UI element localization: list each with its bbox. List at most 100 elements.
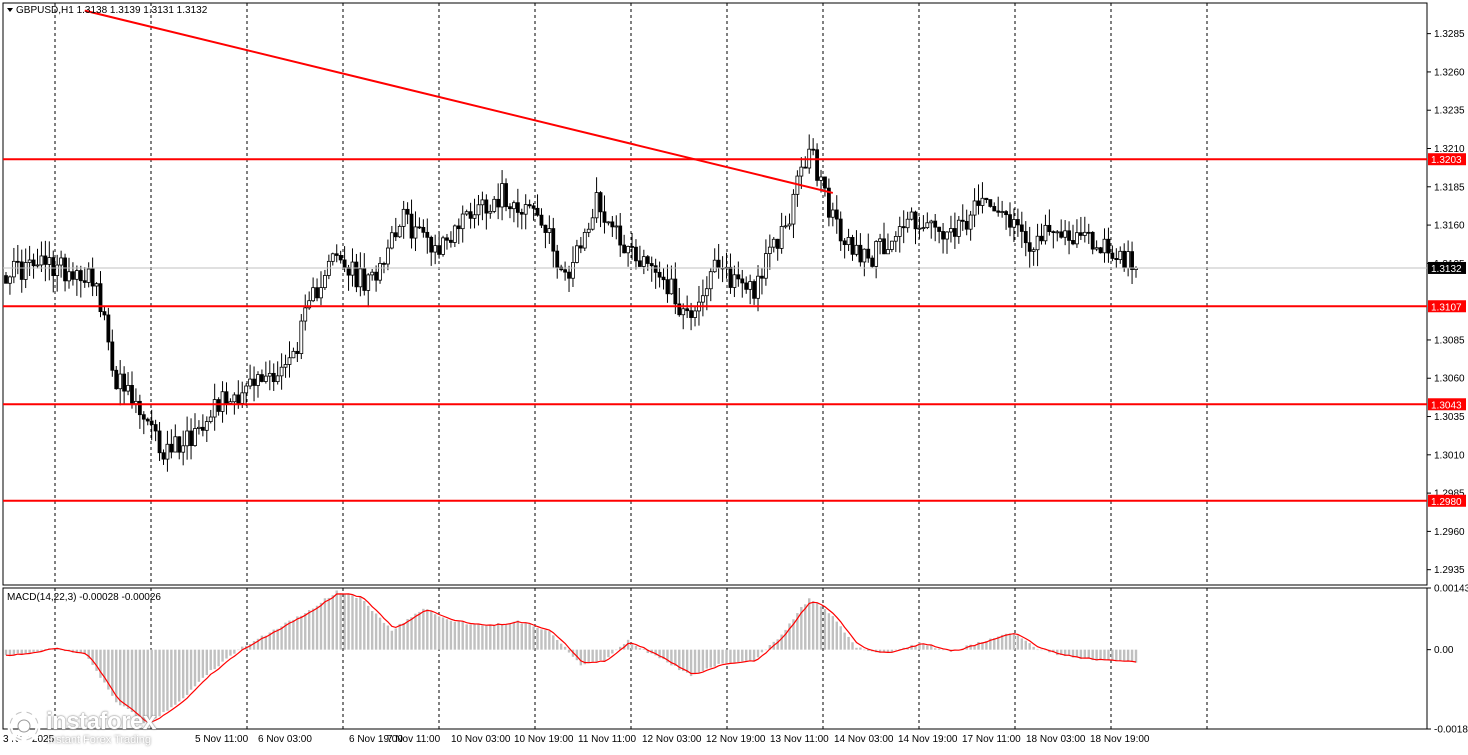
candle — [189, 418, 193, 460]
macd-bar — [973, 645, 976, 650]
macd-bar — [705, 649, 709, 669]
candle-body — [838, 218, 843, 242]
candle — [464, 209, 469, 216]
macd-bar — [288, 620, 291, 650]
time-axis-label: 7 Nov 11:00 — [387, 734, 441, 745]
candle-body — [1000, 211, 1005, 213]
macd-bar — [319, 602, 323, 650]
candle — [897, 216, 902, 253]
candle-body — [291, 350, 296, 359]
candle — [1071, 224, 1075, 246]
candle — [200, 414, 205, 437]
candle-body — [960, 219, 965, 222]
candle-body — [279, 366, 284, 377]
candle — [409, 199, 414, 249]
candle — [606, 221, 611, 226]
candle-body — [539, 214, 544, 226]
macd-bar — [670, 649, 673, 666]
macd-bar — [311, 608, 315, 650]
candle — [917, 216, 922, 239]
candle-body — [523, 204, 528, 215]
candle-body — [763, 253, 768, 279]
macd-bar — [386, 625, 390, 650]
macd-bar — [776, 639, 779, 650]
macd-bar — [697, 649, 701, 674]
candle — [925, 212, 930, 230]
candle — [945, 231, 949, 254]
candle — [960, 204, 965, 231]
macd-bar — [607, 649, 610, 658]
candle-body — [197, 426, 201, 429]
macd-bar — [1012, 633, 1016, 650]
candle-body — [582, 231, 587, 249]
candle-body — [173, 436, 178, 453]
candle — [964, 209, 969, 236]
candle-body — [94, 283, 99, 287]
candle — [271, 363, 276, 391]
macd-bar — [678, 649, 681, 671]
macd-bar — [335, 590, 338, 650]
candle — [826, 178, 831, 227]
candle — [563, 261, 567, 281]
candle — [744, 276, 749, 294]
macd-bar — [528, 624, 531, 650]
macd-bar — [473, 624, 476, 650]
candle-body — [122, 373, 127, 392]
macd-bar — [504, 623, 508, 650]
candle-body — [952, 228, 957, 237]
macd-bar — [418, 611, 421, 650]
candle — [1082, 216, 1087, 243]
candle — [649, 256, 654, 282]
watermark-name: instaforex — [46, 708, 156, 735]
candle-body — [437, 245, 442, 255]
candle — [456, 218, 461, 245]
macd-bar — [193, 649, 197, 687]
candle — [295, 341, 300, 362]
candle-body — [19, 261, 24, 280]
candle — [543, 224, 548, 249]
macd-bar — [642, 648, 646, 650]
candle — [63, 253, 67, 292]
candle-body — [992, 206, 997, 212]
candle-body — [330, 253, 335, 262]
candle — [838, 211, 843, 251]
macd-bar — [658, 649, 661, 659]
macd-bar — [1087, 649, 1090, 658]
candle — [535, 194, 540, 217]
candle-body — [1118, 250, 1123, 260]
macd-bar — [351, 595, 354, 650]
macd-bar — [556, 639, 559, 650]
macd-bar — [83, 649, 86, 655]
macd-bar — [237, 649, 240, 651]
candle-body — [39, 255, 44, 266]
candle-body — [673, 278, 678, 305]
macd-bar — [12, 649, 16, 655]
macd-bar — [764, 649, 768, 651]
candle — [90, 257, 95, 297]
candle — [523, 194, 528, 230]
candle — [397, 224, 402, 239]
candle-body — [716, 259, 721, 269]
macd-bar — [548, 631, 551, 650]
macd-bar — [79, 649, 83, 654]
candle — [59, 250, 64, 278]
candle — [823, 176, 827, 197]
candle-body — [775, 238, 780, 249]
macd-bar — [516, 620, 520, 650]
candle-body — [685, 308, 690, 312]
candle — [354, 253, 359, 293]
candle — [389, 225, 394, 250]
candle-body — [86, 268, 91, 283]
macd-bar — [808, 598, 811, 650]
candle-body — [791, 193, 796, 225]
candle — [949, 215, 953, 243]
candle-body — [901, 226, 906, 229]
candle-body — [752, 281, 756, 299]
macd-bar — [709, 649, 712, 668]
macd-bar — [150, 649, 153, 722]
candle — [555, 244, 560, 279]
candle — [500, 170, 504, 221]
candle — [252, 366, 256, 402]
macd-bar — [536, 627, 539, 650]
